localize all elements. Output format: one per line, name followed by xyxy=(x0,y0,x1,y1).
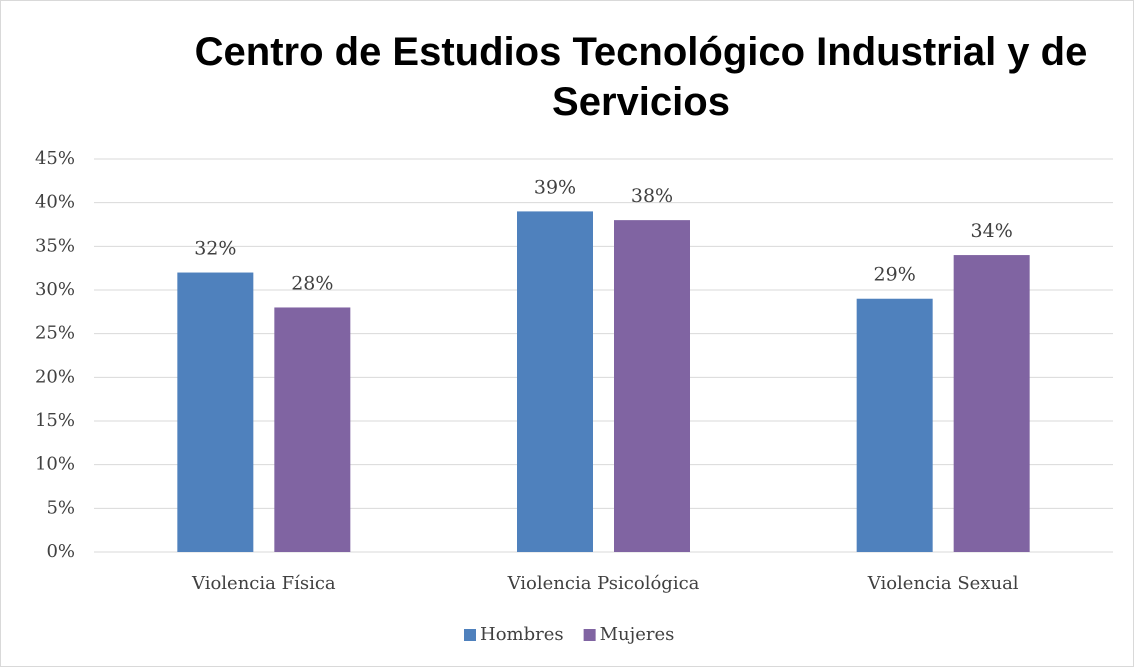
x-tick-label: Violencia Física xyxy=(191,573,336,594)
y-tick-label: 15% xyxy=(35,410,75,431)
legend-label: Hombres xyxy=(480,624,564,645)
y-tick-label: 25% xyxy=(35,323,75,344)
y-tick-label: 40% xyxy=(35,192,75,213)
data-label: 29% xyxy=(874,264,916,286)
bar xyxy=(953,255,1030,553)
bar xyxy=(177,272,254,552)
y-tick-label: 20% xyxy=(35,366,75,387)
x-tick-label: Violencia Psicológica xyxy=(507,573,700,594)
bar xyxy=(517,211,593,552)
data-label: 28% xyxy=(291,272,333,294)
legend-swatch xyxy=(464,629,476,641)
y-tick-label: 10% xyxy=(35,454,75,475)
x-tick-label: Violencia Sexual xyxy=(867,573,1019,594)
data-label: 34% xyxy=(971,220,1013,242)
bar xyxy=(614,220,690,552)
bar xyxy=(856,298,933,552)
y-tick-label: 30% xyxy=(35,279,75,300)
y-tick-label: 45% xyxy=(35,148,75,169)
data-label: 38% xyxy=(631,185,673,207)
y-tick-label: 5% xyxy=(46,497,75,518)
y-tick-label: 35% xyxy=(35,235,75,256)
bar xyxy=(274,307,351,552)
y-tick-label: 0% xyxy=(46,541,75,562)
data-label: 32% xyxy=(194,238,236,260)
legend-label: Mujeres xyxy=(600,624,675,645)
data-label: 39% xyxy=(534,176,576,198)
legend-swatch xyxy=(583,629,596,641)
chart-title: Centro de Estudios Tecnológico Industria… xyxy=(194,30,1088,124)
